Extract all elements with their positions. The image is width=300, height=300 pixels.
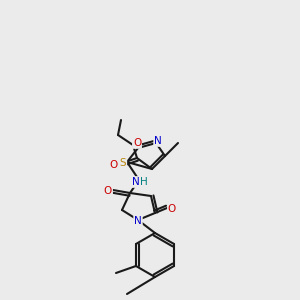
Text: S: S (120, 158, 126, 168)
Text: N: N (134, 216, 142, 226)
Text: O: O (104, 186, 112, 196)
Text: O: O (110, 160, 118, 170)
Text: N: N (132, 177, 140, 187)
Text: O: O (168, 204, 176, 214)
Text: N: N (154, 136, 162, 146)
Text: O: O (133, 138, 141, 148)
Text: H: H (140, 177, 148, 187)
